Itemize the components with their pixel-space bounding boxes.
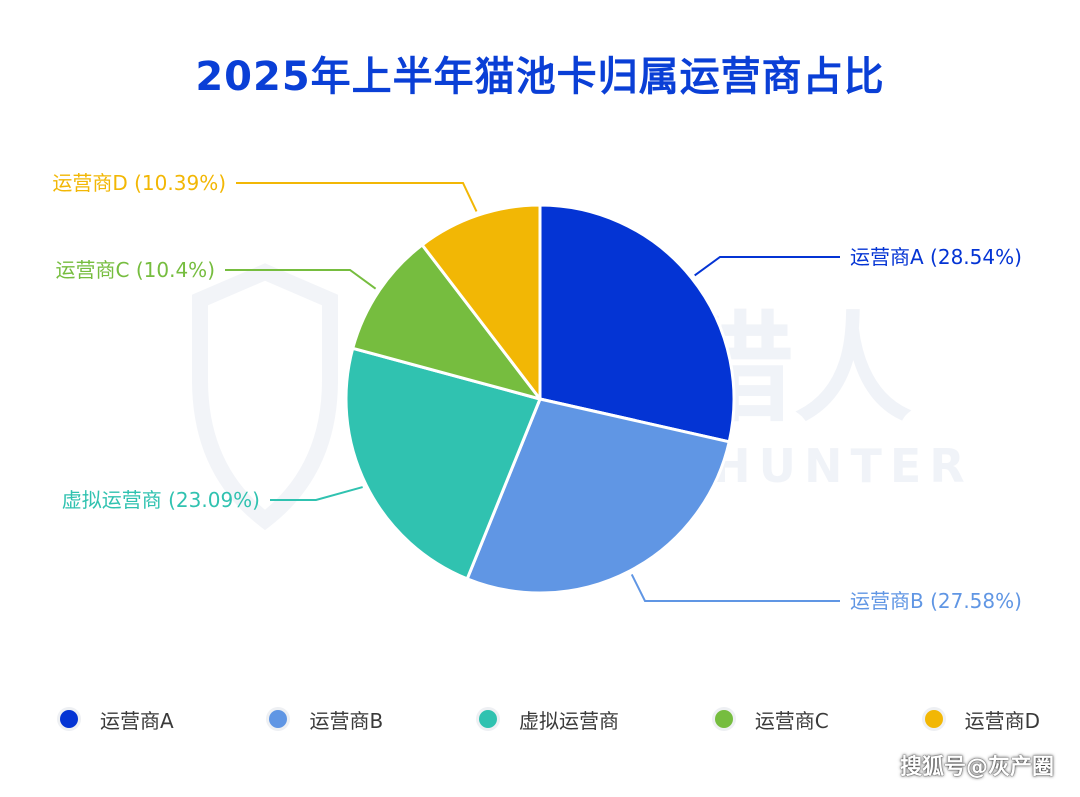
- legend-swatch: [714, 710, 733, 728]
- pie-slice-4: [351, 243, 542, 401]
- legend-swatch: [924, 710, 943, 728]
- legend-label: 运营商C: [754, 708, 829, 733]
- leader-line-5: [236, 182, 478, 212]
- legend-label: 虚拟运营商: [519, 708, 620, 733]
- legend: 运营商A 运营商B 虚拟运营商 运营商C 运营商D: [60, 702, 1040, 736]
- legend-swatch: [60, 710, 78, 728]
- legend-item-5: 运营商D: [924, 705, 1040, 734]
- leader-lines: [225, 182, 840, 602]
- pie-slice-5: [420, 203, 542, 401]
- legend-label: 运营商D: [964, 708, 1040, 733]
- leader-line-4: [225, 269, 377, 290]
- pie-slice-1: [538, 203, 736, 444]
- legend-swatch: [269, 710, 288, 728]
- slice-label-5: 运营商D (10.39%): [52, 171, 226, 195]
- legend-swatch: [479, 710, 498, 728]
- slice-labels: 运营商A (28.54%) 运营商B (27.58%) 虚拟运营商 (23.09%)…: [52, 171, 1022, 613]
- slice-label-2: 运营商B (27.58%): [850, 589, 1022, 613]
- slice-label-4: 运营商C (10.4%): [56, 258, 215, 282]
- pie-slice-2: [465, 397, 731, 595]
- leader-line-3: [270, 486, 363, 501]
- chart-title: 2025年上半年猫池卡归属运营商占比: [195, 54, 885, 100]
- leader-line-1: [694, 256, 840, 277]
- legend-label: 运营商B: [309, 708, 384, 733]
- slice-label-3: 虚拟运营商 (23.09%): [62, 488, 260, 512]
- slice-label-1: 运营商A (28.54%): [850, 245, 1022, 269]
- pie-slice-3: [344, 346, 542, 581]
- leader-line-2: [630, 574, 840, 602]
- legend-label: 运营商A: [100, 708, 174, 733]
- legend-item-1: 运营商A: [60, 705, 174, 734]
- source-credit: 搜狐号@灰产圈: [899, 755, 1054, 780]
- legend-item-3: 虚拟运营商: [479, 705, 619, 734]
- legend-item-4: 运营商C: [714, 705, 829, 734]
- legend-item-2: 运营商B: [269, 705, 383, 734]
- pie-slices: [344, 203, 736, 595]
